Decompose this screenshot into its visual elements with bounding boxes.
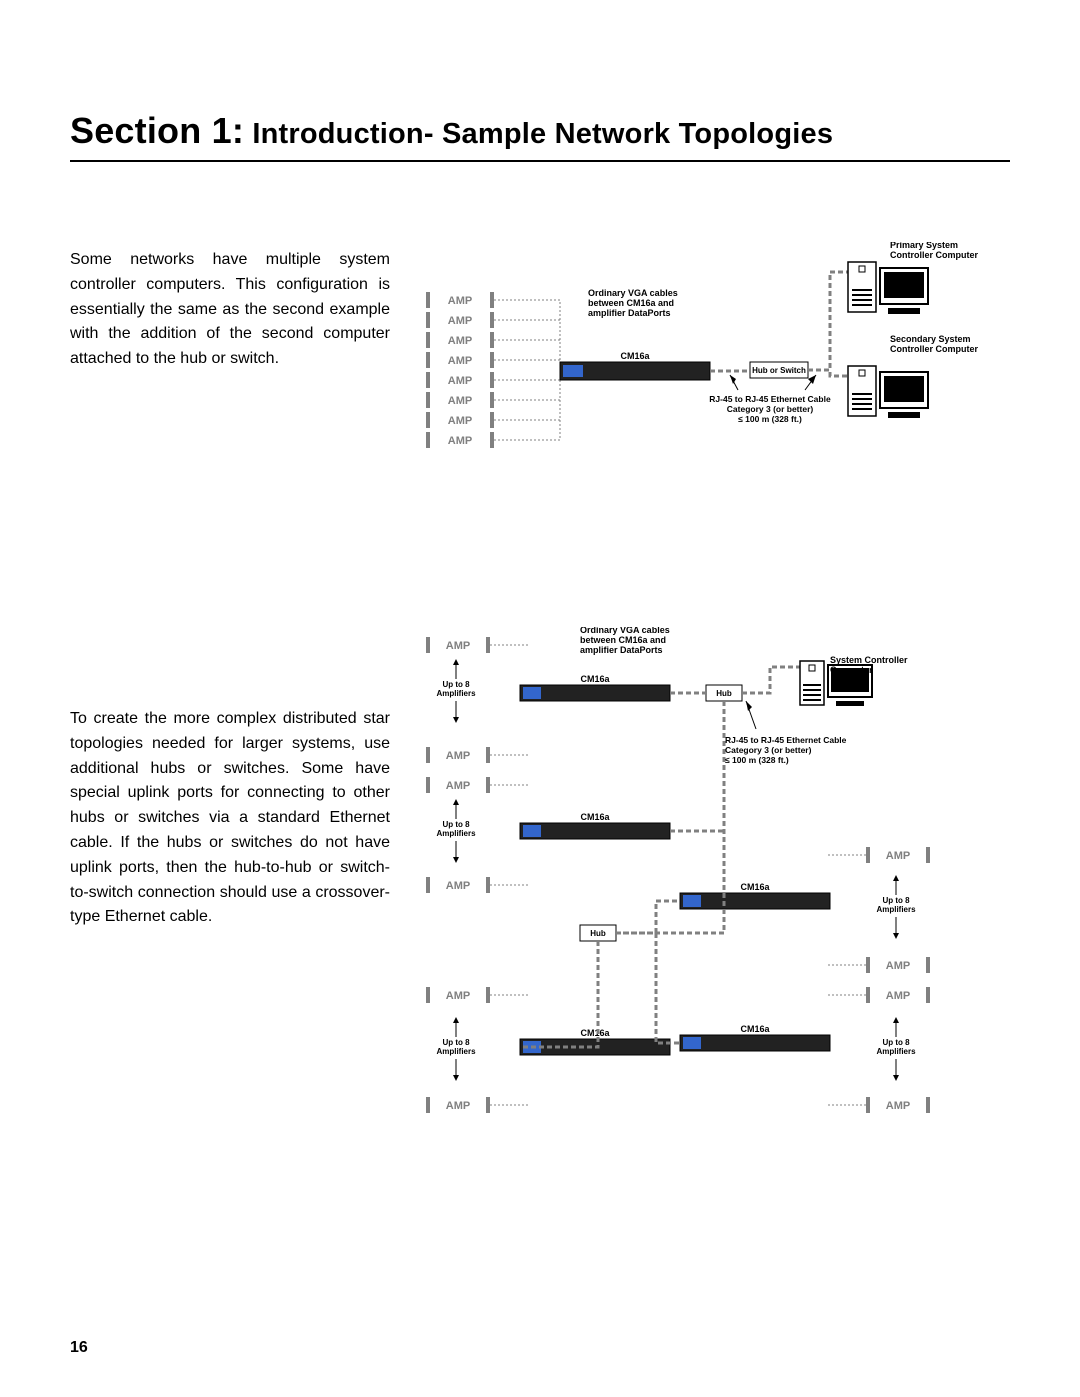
section-heading: Section 1: Introduction- Sample Network … bbox=[70, 110, 1010, 152]
amp-block: AMP bbox=[866, 847, 930, 863]
amp-block: AMP bbox=[426, 777, 490, 793]
svg-text:Ordinary VGA cablesbetween CM1: Ordinary VGA cablesbetween CM16a andampl… bbox=[580, 627, 670, 655]
svg-text:Hub: Hub bbox=[590, 929, 606, 938]
row-1: Some networks have multiple system contr… bbox=[70, 242, 1010, 507]
page-number: 16 bbox=[70, 1339, 88, 1357]
svg-text:CM16a: CM16a bbox=[620, 351, 650, 361]
up-to-8-note: Up to 8Amplifiers bbox=[872, 1017, 920, 1081]
svg-text:CM16a: CM16a bbox=[580, 812, 610, 822]
amp-block: AMP bbox=[426, 1097, 490, 1113]
up-to-8-note: Up to 8Amplifiers bbox=[432, 659, 480, 723]
amp-block: AMP bbox=[426, 332, 494, 348]
svg-text:AMP: AMP bbox=[448, 435, 472, 447]
svg-text:Ordinary VGA cablesbetween CM1: Ordinary VGA cablesbetween CM16a andampl… bbox=[588, 288, 678, 318]
amp-block: AMP bbox=[426, 352, 494, 368]
svg-text:AMP: AMP bbox=[448, 395, 472, 407]
figure-2: AMP AMP AMP AMP AMP AMP AMP AMP AMP AMP CM16a CM1… bbox=[410, 627, 1010, 1152]
amp-block: AMP bbox=[426, 747, 490, 763]
svg-text:AMP: AMP bbox=[886, 990, 910, 1002]
amp-block: AMP bbox=[426, 312, 494, 328]
section-title-text: Introduction- Sample Network Topologies bbox=[252, 118, 833, 150]
svg-text:AMP: AMP bbox=[446, 880, 470, 892]
svg-text:CM16a: CM16a bbox=[740, 882, 770, 892]
svg-text:AMP: AMP bbox=[886, 850, 910, 862]
svg-text:AMP: AMP bbox=[886, 1100, 910, 1112]
svg-text:AMP: AMP bbox=[886, 960, 910, 972]
paragraph-1: Some networks have multiple system contr… bbox=[70, 242, 390, 507]
amp-block: AMP bbox=[426, 372, 494, 388]
heading-rule bbox=[70, 160, 1010, 162]
row-2: To create the more complex distributed s… bbox=[70, 627, 1010, 1152]
figure-1: AMP AMP AMP AMP AMP AMP AMP AMP CM16a Ordinary … bbox=[410, 242, 1010, 507]
amp-block: AMP bbox=[426, 432, 494, 448]
svg-text:CM16a: CM16a bbox=[580, 1028, 610, 1038]
svg-text:Hub: Hub bbox=[716, 689, 732, 698]
amp-block: AMP bbox=[426, 392, 494, 408]
svg-text:AMP: AMP bbox=[448, 415, 472, 427]
figure-1-svg: AMP AMP AMP AMP AMP AMP AMP AMP CM16a Ordinary … bbox=[410, 242, 990, 502]
svg-text:AMP: AMP bbox=[446, 640, 470, 652]
svg-text:RJ-45 to RJ-45 Ethernet CableC: RJ-45 to RJ-45 Ethernet CableCategory 3 … bbox=[725, 735, 847, 765]
amp-block: AMP bbox=[426, 637, 490, 653]
svg-text:CM16a: CM16a bbox=[580, 674, 610, 684]
svg-text:Secondary SystemController Com: Secondary SystemController Computer bbox=[890, 334, 978, 354]
amp-block: AMP bbox=[426, 877, 490, 893]
amp-block: AMP bbox=[426, 412, 494, 428]
up-to-8-note: Up to 8Amplifiers bbox=[432, 1017, 480, 1081]
svg-text:AMP: AMP bbox=[448, 355, 472, 367]
svg-text:AMP: AMP bbox=[446, 1100, 470, 1112]
svg-text:AMP: AMP bbox=[448, 335, 472, 347]
svg-text:Primary SystemController Compu: Primary SystemController Computer bbox=[890, 242, 978, 260]
svg-text:AMP: AMP bbox=[448, 375, 472, 387]
svg-text:AMP: AMP bbox=[446, 780, 470, 792]
svg-text:CM16a: CM16a bbox=[740, 1024, 770, 1034]
figure-2-svg: AMP AMP AMP AMP AMP AMP AMP AMP AMP AMP CM16a CM1… bbox=[410, 627, 990, 1147]
amp-block: AMP bbox=[866, 957, 930, 973]
amp-block: AMP bbox=[426, 292, 494, 308]
amp-block: AMP bbox=[866, 1097, 930, 1113]
amp-block: AMP bbox=[426, 987, 490, 1003]
svg-text:AMP: AMP bbox=[446, 990, 470, 1002]
up-to-8-note: Up to 8Amplifiers bbox=[872, 875, 920, 939]
svg-text:AMP: AMP bbox=[446, 750, 470, 762]
svg-text:System ControllerComputer: System ControllerComputer bbox=[830, 655, 908, 675]
svg-text:RJ-45 to RJ-45 Ethernet CableC: RJ-45 to RJ-45 Ethernet CableCategory 3 … bbox=[709, 394, 831, 424]
svg-text:AMP: AMP bbox=[448, 315, 472, 327]
up-to-8-note: Up to 8Amplifiers bbox=[432, 799, 480, 863]
svg-text:AMP: AMP bbox=[448, 295, 472, 307]
svg-text:Hub or Switch: Hub or Switch bbox=[752, 366, 806, 375]
amp-block: AMP bbox=[866, 987, 930, 1003]
section-number: Section 1: bbox=[70, 110, 244, 151]
paragraph-2: To create the more complex distributed s… bbox=[70, 627, 390, 1152]
